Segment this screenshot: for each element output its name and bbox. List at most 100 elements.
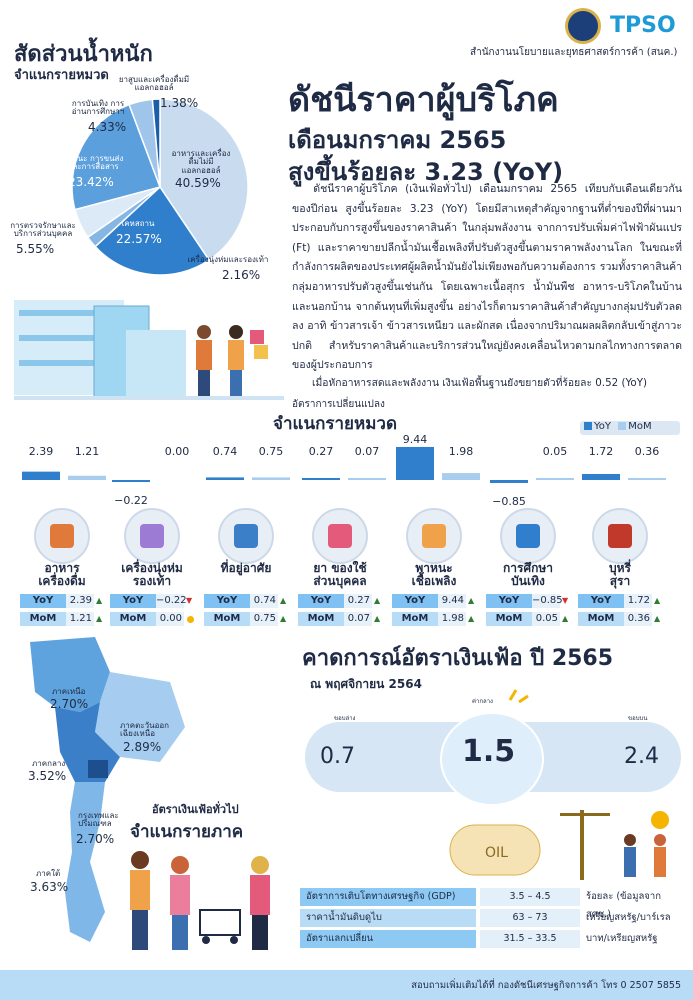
assumption-name: อัตราการเติบโตทางเศรษฐกิจ (GDP) [300,888,476,906]
category-mom-box: MoM 1.21 [20,612,96,626]
category-yoy-value: 1.72 [624,594,652,608]
forecast-mid-circle [440,712,544,806]
arrow-up-icon: ▲ [654,596,661,605]
legend-mom: MoM [628,421,652,432]
region-central-value: 3.52% [28,769,67,783]
arrow-down-icon: ▼ [562,596,569,605]
category-mom-box: MoM 0.07 [298,612,374,626]
sparkle-icon [508,689,529,704]
category-mom-label: MoM [486,612,532,626]
category-name-line1: การศึกษา [503,561,553,575]
forecast-high-value: 2.4 [624,744,659,769]
category-mom-value: 0.36 [624,612,652,626]
chart-legend: YoY MoM [580,421,680,435]
category-yoy-label: YoY [20,594,66,608]
assumption-name: ราคาน้ำมันดิบดูไบ [300,909,476,927]
category-yoy-box: YoY −0.85 [486,594,563,608]
assumption-unit: ร้อยละ (ข้อมูลจาก สศช.) [586,891,661,920]
clothing-icon [124,508,180,564]
assumption-range: 3.5 – 4.5 [480,888,580,906]
category-name-line1: ที่อยู่อาศัย [220,561,272,575]
region-bangkok-value: 2.70% [76,832,115,846]
region-bangkok-shape [88,760,108,778]
main-title: ดัชนีราคาผู้บริโภค [288,80,559,120]
region-south-value: 3.63% [30,880,69,894]
region-central-label: ภาคกลาง [32,759,66,768]
pie-label-health: การตรวจรักษาและบริการส่วนบุคคล [10,221,76,239]
pie-label-entertainment: การบันเทิง การอ่านการศึกษาฯ [71,99,125,117]
pie-value-clothing: 2.16% [222,268,261,282]
category-yoy-box: YoY 0.74 [204,594,280,608]
pie-label-transport: พาหนะ การขนส่งและการสื่อสาร [62,154,124,172]
assumptions-table: อัตราการเติบโตทางเศรษฐกิจ (GDP) 3.5 – 4.… [300,887,682,950]
arrow-up-icon: ▲ [654,614,661,623]
arrow-up-icon: ▲ [562,614,569,623]
bar-yoy-2 [206,477,244,480]
arrow-up-icon: ▲ [280,596,287,605]
summary-paragraph: ดัชนีราคาผู้บริโภค (เงินเฟ้อทั่วไป) เดือ… [292,183,682,372]
category-name-line1: อาหาร [44,561,80,575]
medicine-icon-glyph [328,524,352,548]
food-icon-glyph [50,524,74,548]
bar-yoy-0 [22,471,60,480]
category-change-bar-chart: 2.39 1.21 −0.22 0.00 0.74 0.75 0.27 0.07 9.44 1.9… [22,433,666,508]
pie-value-health: 5.55% [16,242,55,256]
category-name: ที่อยู่อาศัย [206,561,286,575]
bar-label-yoy-5: −0.85 [492,495,526,508]
bar-label-mom-3: 0.07 [355,445,380,458]
bar-label-mom-6: 0.36 [635,445,660,458]
forecast-mid-value: 1.5 [462,734,516,769]
pie-value-food: 40.59% [175,176,221,190]
weights-subtitle: จำแนกรายหมวด [14,68,109,83]
region-south-shape [65,782,105,942]
assumption-unit: เหรียญสหรัฐ/บาร์เรล [586,912,671,923]
category-yoy-value: −0.22 [156,594,187,608]
category-yoy-value: 0.74 [250,594,278,608]
bar-yoy-1 [112,480,150,482]
core-inflation-line: เมื่อหักอาหารสดและพลังงาน เงินเฟ้อพื้นฐา… [312,377,647,389]
tobacco-liquor-icon [592,508,648,564]
pie-value-housing: 22.57% [116,232,162,246]
region-south-label: ภาคใต้ [36,869,61,878]
bar-yoy-5 [490,480,528,483]
economy-illustration: OIL [449,810,669,880]
arrow-up-icon: ▲ [374,596,381,605]
shoppers-illustration [130,851,270,950]
category-name-line2: เชื้อเพลิง [411,574,457,589]
bar-yoy-3 [302,478,340,480]
assumption-range: 63 – 73 [480,909,580,927]
main-subtitle-rate: สูงขึ้นร้อยละ 3.23 (YoY) [288,158,564,186]
category-mom-value: 0.00 [156,612,184,626]
category-name-line2: เครื่องดื่ม [38,574,86,589]
arrow-up-icon: ▲ [96,596,103,605]
forecast-low-label: ขอบล่าง [334,715,356,722]
pie-slice-4 [71,103,161,211]
bar-mom-5 [536,478,574,480]
house-icon-glyph [234,524,258,548]
region-north-label: ภาคเหนือ [52,687,86,696]
category-mom-value: 1.98 [438,612,466,626]
bar-yoy-4 [396,446,434,480]
assumption-row-gdp: อัตราการเติบโตทางเศรษฐกิจ (GDP) 3.5 – 4.… [300,887,682,920]
category-yoy-value: 0.27 [344,594,372,608]
category-yoy-box: YoY −0.22 [110,594,187,608]
tobacco-liquor-icon-glyph [608,524,632,548]
assumption-range: 31.5 – 33.5 [480,930,580,948]
bar-label-mom-4: 1.98 [449,445,474,458]
assumption-row-fx: อัตราแลกเปลี่ยน 31.5 – 33.5 บาท/เหรียญสห… [300,929,682,950]
shopping-scene-illustration [14,300,284,400]
category-mom-label: MoM [20,612,66,626]
legend-yoy-swatch [584,422,592,430]
clothing-icon-glyph [140,524,164,548]
region-northeast-value: 2.89% [123,740,162,754]
category-yoy-value: 9.44 [438,594,466,608]
category-chart-subtitle: จำแนกรายหมวด [273,414,398,434]
category-mom-value: 0.05 [532,612,560,626]
category-yoy-label: YoY [204,594,250,608]
arrow-up-icon: ▲ [468,614,475,623]
region-northeast-shape [95,672,185,762]
bar-label-yoy-6: 1.72 [589,445,614,458]
footer-contact: สอบถามเพิ่มเติมได้ที่ กองดัชนีเศรษฐกิจกา… [411,980,681,991]
tpso-logo-text: TPSO [610,13,676,38]
education-icon [500,508,556,564]
